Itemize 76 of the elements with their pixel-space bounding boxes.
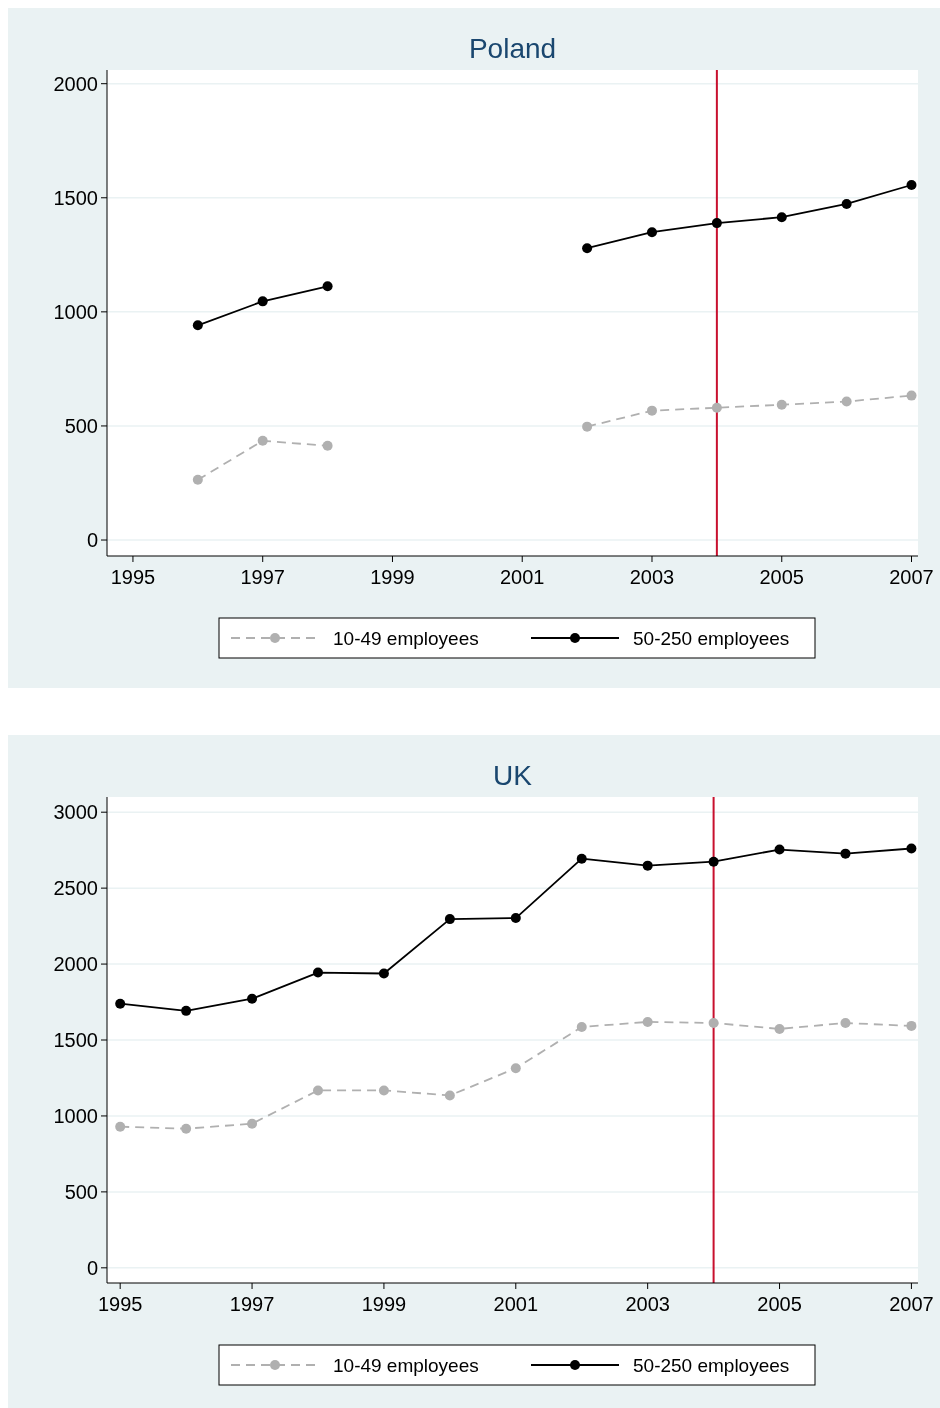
x-tick-label: 2005 [757,1293,802,1315]
y-tick-label: 1500 [53,1029,98,1051]
point [582,243,593,254]
point [192,320,203,331]
point [646,227,657,238]
point [247,1118,258,1129]
x-tick-label: 2007 [889,566,934,588]
point [510,913,521,924]
point [906,843,917,854]
point [708,1017,719,1028]
point [322,281,333,292]
x-tick-label: 1999 [361,1293,407,1315]
chart-title: UK [493,760,533,791]
point [247,993,258,1004]
point [841,396,852,407]
y-tick-label: 500 [64,414,98,437]
point [181,1005,192,1016]
x-tick-label: 1995 [110,566,156,588]
y-tick-label: 0 [86,1256,98,1279]
point [576,1021,587,1032]
point [257,296,268,307]
y-tick-label: 1000 [53,1104,98,1127]
point [646,405,657,416]
point [906,1020,917,1031]
point [444,1090,455,1101]
point [840,848,851,859]
point [840,1017,851,1028]
point [378,1085,389,1096]
point [257,435,268,446]
point [841,198,852,209]
point [312,967,323,978]
point [192,474,203,485]
point [444,914,455,925]
point [322,440,333,451]
point [776,212,787,223]
legend-label: 50-250 employees [633,627,790,649]
legend-label: 50-250 employees [633,1354,790,1376]
point [576,853,587,864]
point [642,860,653,871]
y-tick-label: 1000 [53,300,98,323]
x-tick-label: 1997 [229,1293,275,1315]
x-tick-label: 2003 [629,566,675,588]
x-tick-label: 1999 [370,566,415,588]
y-tick-label: 2000 [53,953,98,976]
y-tick-label: 0 [86,529,98,552]
x-tick-label: 2007 [889,1293,934,1315]
y-tick-label: 500 [64,1180,98,1203]
x-tick-label: 2003 [625,1293,670,1315]
point [711,218,722,229]
point [906,180,917,190]
y-tick-label: 1500 [53,186,98,209]
chart-title: Poland [468,33,557,64]
point [708,856,719,867]
legend-label: 10-49 employees [333,1354,479,1376]
x-tick-label: 2005 [759,566,804,588]
point [181,1123,192,1134]
point [582,421,593,432]
point [312,1085,323,1096]
point [774,1023,785,1034]
legend-label: 10-49 employees [333,627,479,649]
point [774,844,785,855]
x-tick-label: 1995 [97,1293,143,1315]
y-tick-label: 2000 [53,72,98,95]
point [642,1016,653,1027]
point [378,968,389,979]
x-tick-label: 2001 [493,1293,539,1315]
y-tick-label: 3000 [53,801,98,824]
point [776,399,787,410]
x-tick-label: 1997 [240,566,285,588]
y-tick-label: 2500 [53,877,98,900]
point [510,1063,521,1074]
point [115,1121,126,1132]
point [711,402,722,413]
point [115,998,126,1009]
x-tick-label: 2001 [499,566,545,588]
point [906,390,917,401]
